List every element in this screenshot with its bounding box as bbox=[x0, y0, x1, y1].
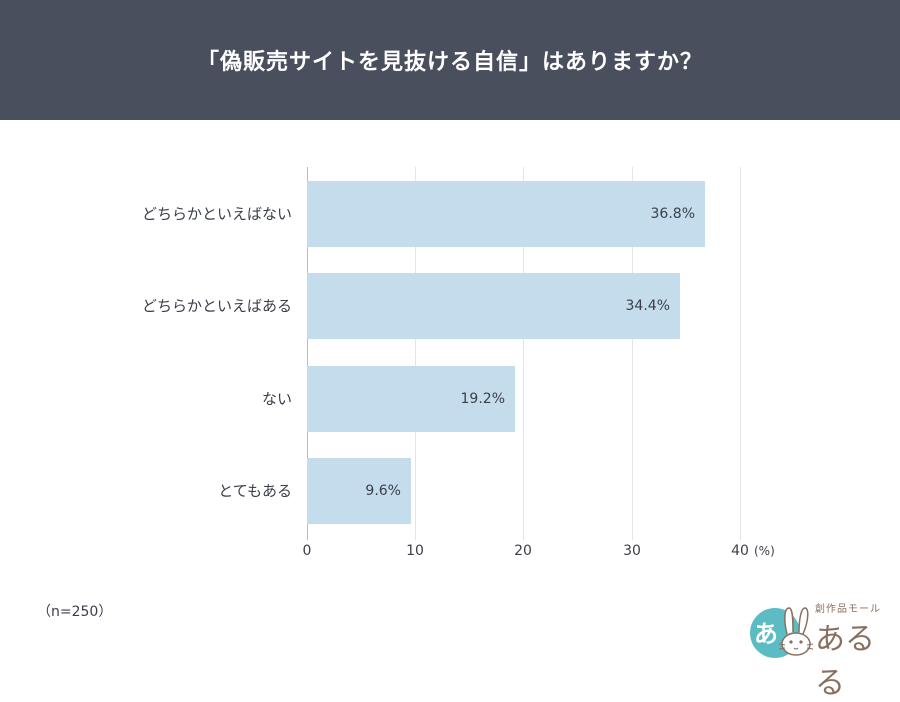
bar: 36.8% bbox=[307, 181, 705, 247]
category-label: ない bbox=[261, 390, 292, 408]
x-tick-label: 20 bbox=[514, 543, 532, 559]
bar-value-label: 36.8% bbox=[650, 206, 695, 222]
bar: 9.6% bbox=[307, 458, 411, 524]
category-label: どちらかといえばない bbox=[141, 205, 292, 223]
bar: 34.4% bbox=[307, 273, 680, 339]
category-label: どちらかといえばある bbox=[141, 297, 292, 315]
x-axis-unit: (%) bbox=[754, 544, 775, 558]
category-label: とてもある bbox=[218, 482, 292, 500]
bar-value-label: 19.2% bbox=[460, 391, 505, 407]
x-tick-label: 10 bbox=[406, 543, 424, 559]
bar-chart: どちらかといえばない 36.8% どちらかといえばある 34.4% ない 19.… bbox=[141, 167, 775, 559]
gridline-10 bbox=[415, 167, 416, 540]
gridline-20 bbox=[523, 167, 524, 540]
header-banner: 「偽販売サイトを見抜ける自信」はありますか？ bbox=[0, 0, 900, 120]
y-axis-line bbox=[307, 167, 308, 540]
x-tick-label: 0 bbox=[302, 543, 312, 559]
sample-size-note: （n=250） bbox=[37, 604, 113, 620]
logo-subtitle: 創作品モール bbox=[815, 604, 881, 615]
brand-logo: あ 創作品モール あるる bbox=[745, 598, 890, 701]
gridline-30 bbox=[632, 167, 633, 540]
bar-value-label: 9.6% bbox=[365, 483, 401, 499]
bar: 19.2% bbox=[307, 366, 515, 432]
gridline-40 bbox=[740, 167, 741, 540]
rabbit-icon bbox=[778, 607, 814, 656]
x-tick-label: 40 bbox=[731, 543, 749, 559]
x-tick-label: 30 bbox=[623, 543, 641, 559]
logo-wordmark: あるる bbox=[815, 622, 875, 701]
logo-badge-text: あ bbox=[754, 620, 778, 648]
bar-value-label: 34.4% bbox=[625, 298, 670, 314]
chart-title: 「偽販売サイトを見抜ける自信」はありますか？ bbox=[196, 50, 703, 75]
